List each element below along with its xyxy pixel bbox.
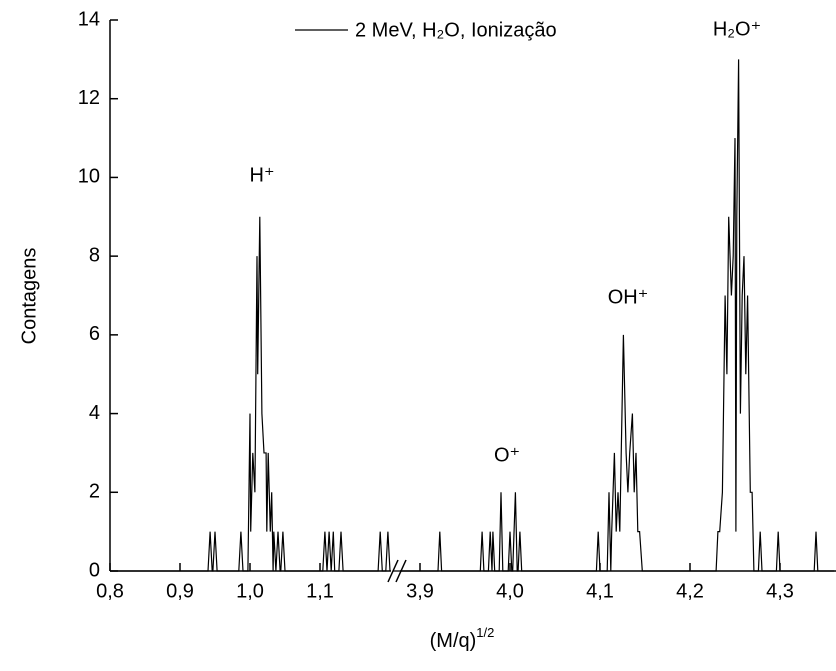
x-tick-label: 1,0 [236, 580, 264, 602]
y-tick-label: 10 [78, 166, 100, 188]
peak-label: H⁺ [250, 164, 275, 186]
x-tick-label: 4,2 [676, 580, 704, 602]
y-tick-label: 6 [89, 323, 100, 345]
y-tick-label: 12 [78, 87, 100, 109]
x-axis-label: (M/q)1/2 [430, 625, 495, 652]
y-tick-label: 4 [89, 402, 100, 424]
y-axis-label: Contagens [18, 248, 40, 345]
x-tick-label: 0,8 [96, 580, 124, 602]
y-tick-label: 2 [89, 481, 100, 503]
y-tick-label: 8 [89, 244, 100, 266]
x-axis-label-base: (M/q) [430, 630, 477, 652]
x-tick-label: 0,9 [166, 580, 194, 602]
y-tick-label: 0 [89, 559, 100, 581]
peak-label: OH⁺ [608, 286, 649, 308]
peak-label: H₂O⁺ [713, 18, 761, 40]
peak-label: O⁺ [494, 444, 520, 466]
x-tick-label: 4,0 [496, 580, 524, 602]
x-axis-label-exponent: 1/2 [476, 625, 494, 640]
x-tick-label: 4,3 [766, 580, 794, 602]
data-line [110, 59, 834, 572]
x-tick-label: 1,1 [306, 580, 334, 602]
y-tick-label: 14 [78, 8, 100, 30]
x-tick-label: 3,9 [406, 580, 434, 602]
x-tick-label: 4,1 [586, 580, 614, 602]
legend-label: 2 MeV, H₂O, Ionização [355, 19, 557, 41]
